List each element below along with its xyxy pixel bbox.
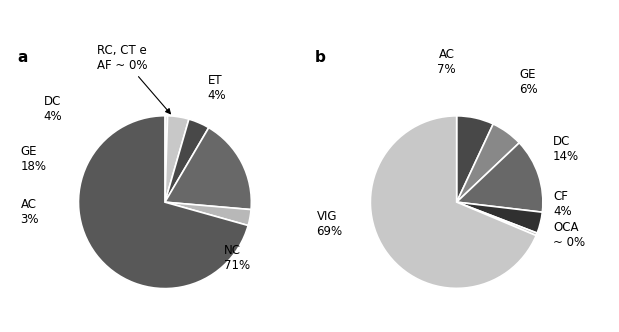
Wedge shape (165, 116, 168, 202)
Wedge shape (457, 202, 542, 233)
Wedge shape (370, 116, 536, 289)
Text: DC
14%: DC 14% (553, 135, 579, 163)
Wedge shape (165, 202, 251, 225)
Wedge shape (457, 116, 493, 202)
Text: ET
4%: ET 4% (207, 74, 227, 102)
Wedge shape (165, 116, 189, 202)
Text: GE
18%: GE 18% (20, 145, 46, 173)
Text: RC, CT e
AF ~ 0%: RC, CT e AF ~ 0% (97, 44, 170, 114)
Text: GE
6%: GE 6% (519, 68, 538, 96)
Wedge shape (79, 116, 248, 289)
Wedge shape (165, 127, 251, 209)
Text: AC
7%: AC 7% (437, 48, 456, 76)
Wedge shape (165, 119, 209, 202)
Text: a: a (17, 49, 28, 65)
Text: NC
71%: NC 71% (224, 244, 250, 272)
Wedge shape (457, 124, 519, 202)
Text: b: b (314, 50, 326, 65)
Text: VIG
69%: VIG 69% (316, 210, 343, 238)
Text: CF
4%: CF 4% (553, 190, 572, 218)
Text: AC
3%: AC 3% (20, 198, 39, 226)
Text: OCA
~ 0%: OCA ~ 0% (553, 220, 585, 249)
Wedge shape (457, 143, 543, 212)
Text: DC
4%: DC 4% (44, 95, 63, 123)
Wedge shape (457, 202, 537, 236)
